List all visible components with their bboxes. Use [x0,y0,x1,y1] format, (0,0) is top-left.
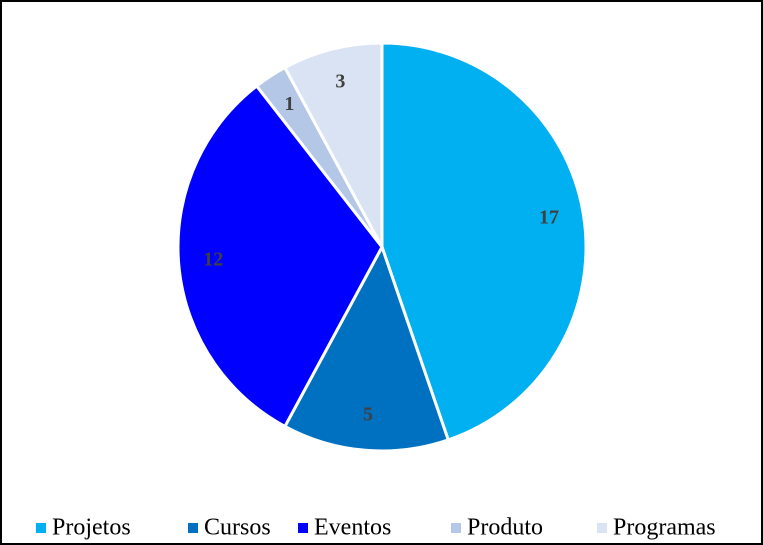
data-label: 17 [539,207,559,229]
pie-slice [176,83,384,429]
pie-slice [282,41,384,248]
pie-slice [282,243,451,453]
legend-label: Cursos [204,515,271,541]
data-label: 5 [363,403,373,425]
pie-slice [380,41,588,442]
data-label: 3 [335,70,345,92]
legend-swatch [597,523,607,533]
legend-label: Programas [613,515,716,541]
data-label: 1 [284,93,294,115]
legend-label: Projetos [52,515,131,541]
legend-label: Eventos [314,515,391,541]
legend-label: Produto [467,515,543,541]
legend-swatch [451,523,461,533]
legend-swatch [298,523,308,533]
legend-swatch [188,523,198,533]
data-label: 12 [203,249,223,271]
legend-swatch [36,523,46,533]
